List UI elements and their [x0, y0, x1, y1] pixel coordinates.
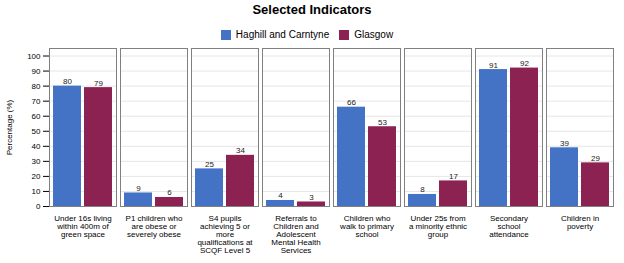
svg-text:6: 6: [167, 188, 172, 197]
svg-text:10: 10: [32, 187, 41, 196]
svg-text:8: 8: [420, 185, 425, 194]
svg-text:25: 25: [205, 160, 214, 169]
svg-text:91: 91: [489, 61, 498, 70]
svg-text:Percentage (%): Percentage (%): [5, 99, 14, 155]
svg-text:17: 17: [449, 172, 458, 181]
svg-text:50: 50: [32, 127, 41, 136]
svg-text:Referrals toChildren andAdoles: Referrals toChildren andAdolescentMental…: [271, 214, 320, 255]
svg-text:80: 80: [63, 77, 72, 86]
svg-text:79: 79: [94, 79, 103, 88]
svg-text:34: 34: [236, 146, 245, 155]
svg-text:40: 40: [32, 142, 41, 151]
svg-text:S4 pupilsachieving 5 ormorequa: S4 pupilsachieving 5 ormorequalification…: [197, 214, 253, 255]
svg-text:Under 25s froma minority ethni: Under 25s froma minority ethnicgroup: [409, 214, 467, 239]
svg-text:70: 70: [32, 97, 41, 106]
html-text:Selected Indicators: Selected Indicators: [252, 2, 372, 17]
svg-text:80: 80: [32, 82, 41, 91]
svg-text:39: 39: [560, 139, 569, 148]
svg-text:53: 53: [378, 118, 387, 127]
svg-text:P1 children whoare obese orsev: P1 children whoare obese orseverely obes…: [126, 214, 183, 239]
svg-text:29: 29: [591, 154, 600, 163]
html-text:Glasgow: Glasgow: [354, 29, 394, 40]
html-text:Haghill and Carntyne: Haghill and Carntyne: [235, 29, 330, 40]
svg-text:0: 0: [36, 202, 41, 211]
svg-text:Secondaryschoolattendance: Secondaryschoolattendance: [489, 214, 529, 239]
svg-text:Children whowalk to primarysch: Children whowalk to primaryschool: [339, 214, 394, 239]
svg-text:30: 30: [32, 157, 41, 166]
svg-text:66: 66: [347, 98, 356, 107]
svg-text:90: 90: [32, 67, 41, 76]
svg-text:60: 60: [32, 112, 41, 121]
svg-text:9: 9: [136, 184, 141, 193]
svg-text:3: 3: [309, 193, 314, 202]
svg-text:Under 16s livingwithin 400m of: Under 16s livingwithin 400m ofgreen spac…: [54, 214, 111, 239]
svg-text:100: 100: [27, 52, 41, 61]
svg-text:Children inpoverty: Children inpoverty: [561, 214, 599, 231]
svg-text:4: 4: [278, 191, 283, 200]
svg-text:20: 20: [32, 172, 41, 181]
svg-text:92: 92: [520, 59, 529, 68]
